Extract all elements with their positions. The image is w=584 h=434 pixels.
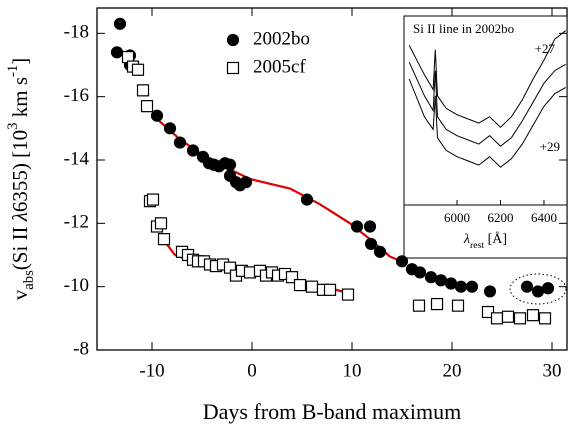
- text-piece: [Å]: [484, 231, 507, 247]
- text-piece: rest: [470, 240, 484, 251]
- x-axis-title: Days from B-band maximum: [203, 399, 461, 424]
- data-point: [541, 282, 555, 295]
- data-point: [350, 220, 364, 233]
- data-point: [131, 63, 145, 76]
- inset-annotation: +29: [540, 139, 560, 154]
- spectrum: [408, 61, 566, 147]
- data-point: [454, 280, 468, 293]
- highlight-ellipse: [509, 273, 567, 305]
- inset-x-tick-label: 6400: [531, 210, 557, 225]
- data-point: [140, 100, 154, 113]
- text-piece: ]: [8, 58, 32, 65]
- data-point: [465, 280, 479, 293]
- text-piece: (Si II: [8, 221, 32, 270]
- legend-label: 2005cf: [253, 56, 306, 77]
- inset-x-axis-title: λrest [Å]: [463, 231, 507, 251]
- data-point: [424, 271, 438, 284]
- data-point: [150, 109, 164, 122]
- text-piece: λ: [8, 212, 32, 222]
- spectrum: [408, 78, 566, 168]
- x-tick-label: 30: [543, 360, 562, 381]
- data-point: [490, 312, 504, 325]
- text-piece: -1: [5, 65, 21, 77]
- data-point: [412, 299, 426, 312]
- y-tick-label: -14: [64, 148, 90, 169]
- y-tick-label: -8: [73, 338, 89, 359]
- y-tick-label: -12: [64, 212, 89, 233]
- data-point: [481, 305, 495, 319]
- text-piece: 3: [5, 122, 21, 129]
- x-tick-label: 0: [247, 360, 257, 381]
- data-point: [113, 17, 127, 30]
- text-piece: v: [8, 289, 32, 300]
- spectrum: [408, 30, 567, 128]
- data-point: [293, 278, 307, 292]
- data-point: [483, 285, 497, 298]
- data-point: [305, 280, 319, 293]
- text-piece: 6355) [10: [8, 130, 32, 212]
- inset-x-tick-label: 6200: [487, 210, 513, 225]
- data-point: [430, 297, 444, 311]
- x-tick-label: 20: [443, 360, 462, 381]
- data-point: [413, 266, 427, 279]
- data-point: [110, 46, 124, 59]
- y-tick-label: -18: [64, 22, 89, 43]
- y-tick-label: -10: [64, 275, 89, 296]
- data-point: [173, 136, 187, 149]
- data-point: [136, 84, 150, 97]
- data-point: [157, 233, 171, 246]
- data-point: [364, 237, 378, 251]
- data-point: [285, 271, 299, 284]
- data-point: [223, 158, 237, 171]
- data-point: [239, 176, 253, 189]
- data-point: [520, 280, 534, 293]
- legend-marker: [226, 33, 240, 47]
- inset-title: Si II line in 2002bo: [413, 21, 514, 36]
- data-point: [323, 283, 337, 296]
- data-point: [373, 245, 387, 258]
- data-point: [154, 217, 168, 230]
- x-tick-label: 10: [343, 360, 362, 381]
- inset-x-tick-label: 6000: [444, 210, 470, 225]
- data-point: [300, 193, 314, 206]
- data-point: [444, 277, 458, 290]
- data-point: [501, 310, 515, 323]
- legend-label: 2002bo: [253, 28, 310, 49]
- data-point: [243, 266, 257, 279]
- y-tick-label: -16: [64, 85, 89, 106]
- data-point: [451, 299, 465, 312]
- y-axis-title: vabs(Si II λ6355) [103 km s-1]: [5, 58, 37, 301]
- inset-frame: [403, 15, 568, 259]
- data-point: [363, 220, 377, 233]
- data-point: [531, 285, 545, 298]
- data-point: [434, 274, 448, 287]
- inset-annotation: +27: [535, 41, 556, 56]
- text-piece: km s: [8, 77, 32, 123]
- text-piece: λ: [463, 232, 470, 247]
- legend-marker: [226, 61, 240, 75]
- text-piece: abs: [21, 270, 37, 290]
- data-point: [163, 122, 177, 135]
- data-point: [513, 312, 527, 325]
- data-point: [395, 255, 409, 268]
- data-point: [186, 144, 200, 157]
- data-point: [538, 312, 552, 325]
- data-point: [341, 288, 355, 301]
- x-tick-label: -10: [139, 360, 164, 381]
- data-point: [146, 193, 160, 206]
- data-point: [526, 309, 540, 322]
